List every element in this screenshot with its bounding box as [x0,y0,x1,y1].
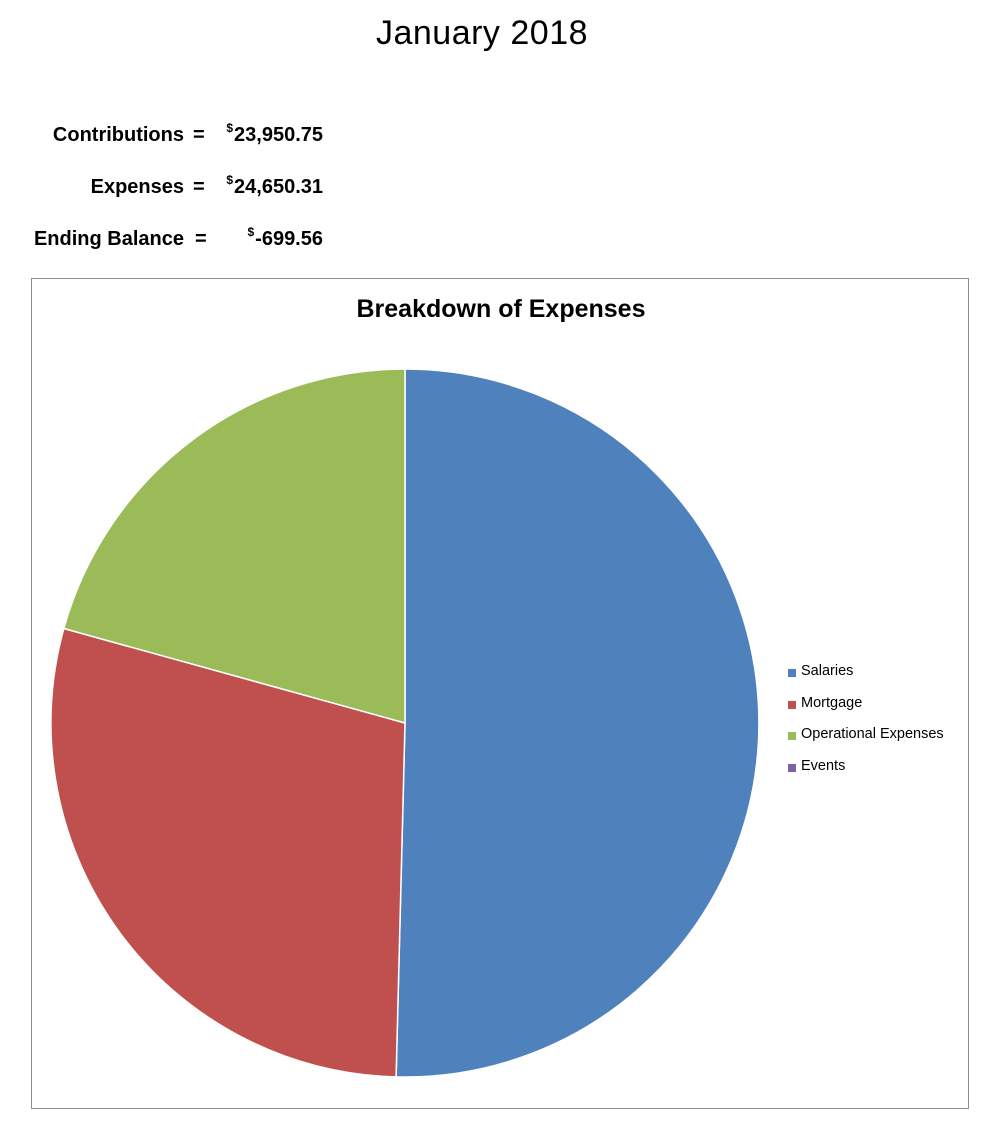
chart-title: Breakdown of Expenses [356,295,646,323]
pie-chart [50,368,760,1078]
summary-amount: 23,950.75 [234,124,323,146]
summary-amount: -699.56 [255,228,323,250]
summary-label: Contributions [52,124,184,146]
pie-slice-operational-expenses [63,368,406,724]
pie-slice-salaries [395,368,760,1078]
summary-value: $-699.56 [247,225,323,251]
legend-label: Operational Expenses [801,726,944,742]
summary-label: Ending Balance [33,228,184,250]
legend-label: Salaries [801,663,854,679]
legend-swatch [788,732,796,740]
legend-label: Events [801,757,846,774]
currency-symbol: $ [247,225,255,239]
page-title: January 2018 [375,14,589,52]
currency-symbol: $ [226,121,234,135]
summary-value: $23,950.75 [226,121,323,147]
legend-swatch [788,763,796,772]
summary-row-expenses: Expenses = $24,650.31 [0,173,420,206]
summary-equals: = [193,176,205,198]
summary-label: Expenses [90,176,184,198]
legend-swatch [788,669,796,677]
legend-label: Mortgage [801,694,863,711]
legend-swatch [788,700,796,709]
summary-row-contributions: Contributions = $23,950.75 [0,121,420,154]
pie-slice-mortgage [50,627,406,1078]
chart-area: Breakdown of Expenses Salaries Mortgage Op… [31,278,969,1109]
summary-value: $24,650.31 [226,173,323,199]
summary-row-ending-balance: Ending Balance = $-699.56 [0,225,420,258]
summary-equals: = [193,124,205,146]
summary-equals: = [195,228,207,250]
currency-symbol: $ [226,173,234,187]
summary-amount: 24,650.31 [234,176,323,198]
